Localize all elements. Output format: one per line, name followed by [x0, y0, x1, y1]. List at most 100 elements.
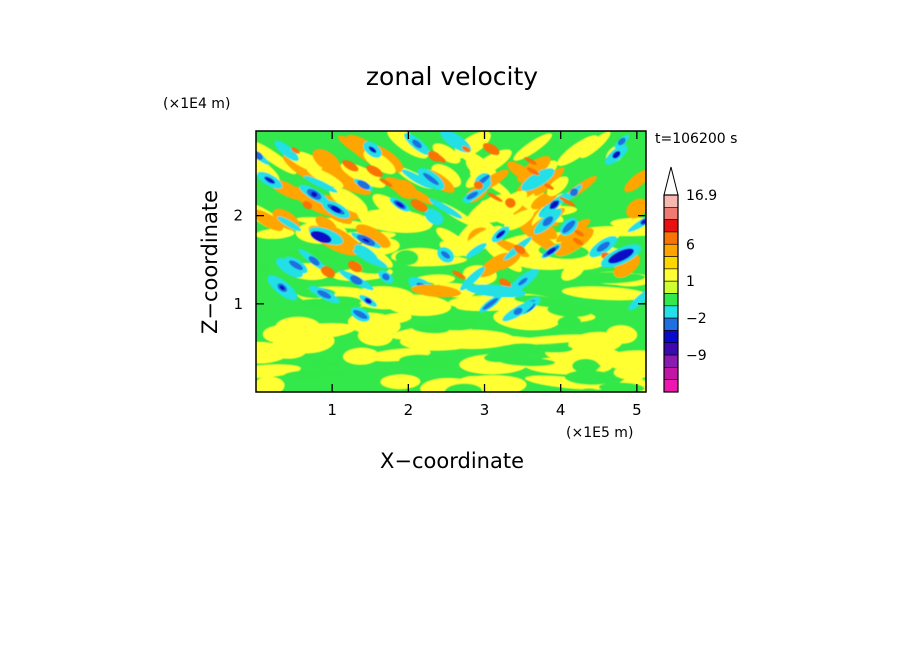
field-contour-negative — [362, 238, 370, 243]
field-contour-negative — [546, 247, 556, 255]
field-contour-positive — [626, 198, 646, 219]
field-contour-positive — [559, 196, 576, 207]
field-contour-negative — [357, 180, 370, 190]
colorbar-label: −2 — [686, 311, 707, 327]
field-contour-neutral — [503, 343, 548, 355]
field-contour-negative — [353, 309, 368, 320]
field-contour-neutral — [547, 303, 594, 318]
field-contour-positive — [495, 251, 521, 271]
field-contour-negative — [466, 284, 526, 298]
field-contour-positive — [342, 347, 380, 365]
colorbar-frame — [663, 194, 679, 393]
field-contour-positive — [312, 148, 341, 172]
field-contour-positive — [315, 216, 337, 233]
field-contour-positive — [452, 270, 466, 280]
field-contour-neutral — [557, 315, 581, 328]
field-contour-positive — [513, 244, 526, 255]
field-contour-positive — [321, 167, 372, 196]
field-contour-positive — [380, 374, 421, 390]
field-contour-neutral — [256, 263, 272, 274]
field-contour-negative — [382, 273, 390, 281]
field-contour-positive — [503, 209, 534, 231]
field-contour-positive — [439, 241, 464, 257]
field-contour-positive — [460, 225, 504, 257]
field-contour-negative — [279, 285, 285, 291]
field-contour-negative — [570, 188, 578, 197]
colorbar-band — [663, 379, 679, 393]
colorbar-label: −9 — [686, 348, 707, 364]
field-contour-positive — [302, 201, 313, 210]
field-contour-negative — [256, 151, 263, 161]
x-tick-label: 2 — [404, 401, 414, 419]
colorbar-band — [663, 243, 679, 257]
field-contour-negative — [466, 191, 479, 200]
colorbar-band — [663, 280, 679, 294]
field-contour-positive — [410, 199, 428, 212]
field-contour-negative — [303, 175, 338, 193]
field-contour-negative — [495, 230, 506, 239]
field-contour-negative — [628, 288, 646, 311]
field-contour-positive — [431, 164, 462, 188]
field-contour-positive — [487, 192, 503, 202]
field-contour-negative — [401, 169, 433, 189]
field-contour-negative — [608, 248, 634, 264]
field-contour-neutral — [298, 298, 362, 309]
field-contour-positive — [461, 145, 471, 153]
field-contour-negative — [311, 191, 318, 198]
field-contour-negative — [395, 201, 404, 208]
field-contour-positive — [572, 237, 584, 246]
field-contour-negative — [365, 298, 372, 304]
colorbar-band — [663, 293, 679, 307]
field-contour-positive — [282, 154, 319, 183]
colorbar-extend-arrow — [663, 166, 679, 196]
colorbar-label: 6 — [686, 237, 695, 253]
field-contour-positive — [526, 167, 540, 176]
field-contour-negative — [521, 168, 555, 192]
field-contour-positive — [455, 211, 494, 247]
field-contour-neutral — [572, 358, 600, 374]
field-contour-negative — [274, 140, 299, 162]
field-contour-negative — [317, 290, 332, 299]
time-label: t=106200 s — [655, 131, 737, 147]
plot-frame — [255, 130, 647, 393]
field-contour-positive — [498, 278, 512, 288]
field-contour-positive — [429, 151, 446, 163]
field-contour-negative — [542, 216, 554, 227]
field-contour-positive — [482, 142, 500, 156]
field-contour-negative — [354, 244, 379, 265]
y-unit-note: (×1E4 m) — [163, 96, 230, 112]
colorbar-band — [663, 354, 679, 368]
field-contour-positive — [513, 133, 553, 161]
field-contour-positive — [379, 178, 393, 187]
field-contour-positive — [561, 286, 646, 301]
field-contour-negative — [429, 198, 463, 219]
field-contour-positive — [624, 169, 646, 193]
colorbar-band — [663, 231, 679, 245]
y-axis: 12 — [233, 207, 646, 313]
field-contour-positive — [283, 330, 335, 354]
field-contour-positive — [372, 194, 420, 229]
field-contour-positive — [524, 375, 611, 390]
field-contour-neutral — [499, 357, 555, 367]
field-contour-neutral — [306, 359, 341, 367]
x-unit-note: (×1E5 m) — [566, 425, 633, 441]
y-tick-label: 1 — [233, 295, 243, 313]
field-contour-positive — [320, 266, 336, 278]
field-contour-negative — [289, 260, 304, 271]
colorbar-band — [663, 367, 679, 380]
field-contour-positive — [460, 335, 544, 346]
field-contour-positive — [486, 190, 528, 223]
field-contour-positive — [561, 260, 586, 281]
field-contour-positive — [613, 253, 641, 278]
field-contour-positive — [256, 376, 285, 392]
field-contour-negative — [596, 241, 610, 252]
field-contour-negative — [441, 251, 451, 259]
field-contour-negative — [310, 230, 332, 244]
field-contour-negative — [459, 266, 486, 291]
velocity-field — [256, 131, 646, 392]
field-contour-negative — [412, 139, 422, 149]
x-tick-label: 5 — [632, 401, 642, 419]
field-contour-positive — [411, 284, 461, 298]
